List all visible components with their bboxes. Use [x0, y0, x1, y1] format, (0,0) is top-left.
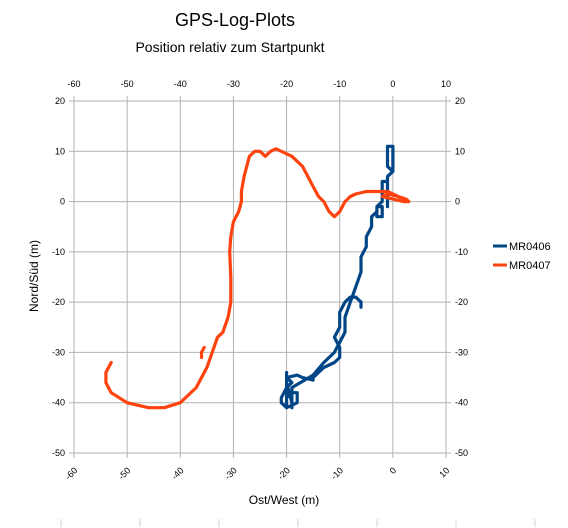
x-tick-label-top: 10 — [441, 79, 451, 89]
y-tick-label-right: 20 — [455, 96, 465, 106]
plot-frame — [73, 100, 447, 454]
y-tick-label-right: -50 — [455, 448, 468, 458]
y-tick-label-left: 10 — [55, 146, 65, 156]
bottom-edge-ticks — [60, 519, 536, 527]
x-tick-label-bottom: 0 — [388, 465, 399, 476]
y-tick-label-right: 0 — [455, 197, 460, 207]
series-line-mr0406 — [279, 144, 395, 410]
series-line-mr0407-start — [199, 345, 206, 360]
legend: MR0406 MR0407 — [493, 241, 551, 272]
x-tick-label-top: -20 — [280, 79, 293, 89]
tick-labels: -60 -60 -50 -50 -40 -40 -30 -30 -20 -20 -10 -10 0 0 10… — [52, 79, 468, 482]
x-tick-label-bottom: -40 — [169, 465, 185, 481]
x-tick-label-top: 0 — [390, 79, 395, 89]
y-tick-label-right: 10 — [455, 146, 465, 156]
y-tick-label-left: -10 — [52, 247, 65, 257]
x-tick-label-bottom: -60 — [63, 465, 79, 481]
y-tick-label-left: -20 — [52, 297, 65, 307]
x-tick-label-bottom: 10 — [437, 465, 451, 479]
y-tick-label-left: 0 — [60, 197, 65, 207]
y-axis-label: Nord/Süd (m) — [27, 240, 41, 312]
x-tick-label-top: -60 — [67, 79, 80, 89]
x-axis-label: Ost/West (m) — [249, 493, 319, 507]
x-tick-label-top: -30 — [227, 79, 240, 89]
y-tick-label-right: -40 — [455, 398, 468, 408]
chart-title: GPS-Log-Plots — [175, 10, 295, 30]
data-series — [104, 144, 411, 410]
y-tick-label-left: -30 — [52, 347, 65, 357]
x-tick-label-top: -40 — [174, 79, 187, 89]
legend-label-mr0406: MR0406 — [509, 241, 551, 253]
x-tick-label-bottom: -50 — [116, 465, 132, 481]
y-tick-label-left: 20 — [55, 96, 65, 106]
legend-label-mr0407: MR0407 — [509, 260, 551, 272]
x-tick-label-bottom: -20 — [276, 465, 292, 481]
x-tick-label-top: -50 — [121, 79, 134, 89]
y-tick-label-right: -10 — [455, 247, 468, 257]
x-tick-label-bottom: -10 — [329, 465, 345, 481]
series-line-mr0407 — [104, 147, 411, 410]
x-tick-label-bottom: -30 — [223, 465, 239, 481]
y-tick-label-right: -30 — [455, 347, 468, 357]
y-tick-label-left: -50 — [52, 448, 65, 458]
x-tick-label-top: -10 — [333, 79, 346, 89]
y-tick-label-left: -40 — [52, 398, 65, 408]
chart-subtitle: Position relativ zum Startpunkt — [135, 39, 324, 55]
y-tick-label-right: -20 — [455, 297, 468, 307]
